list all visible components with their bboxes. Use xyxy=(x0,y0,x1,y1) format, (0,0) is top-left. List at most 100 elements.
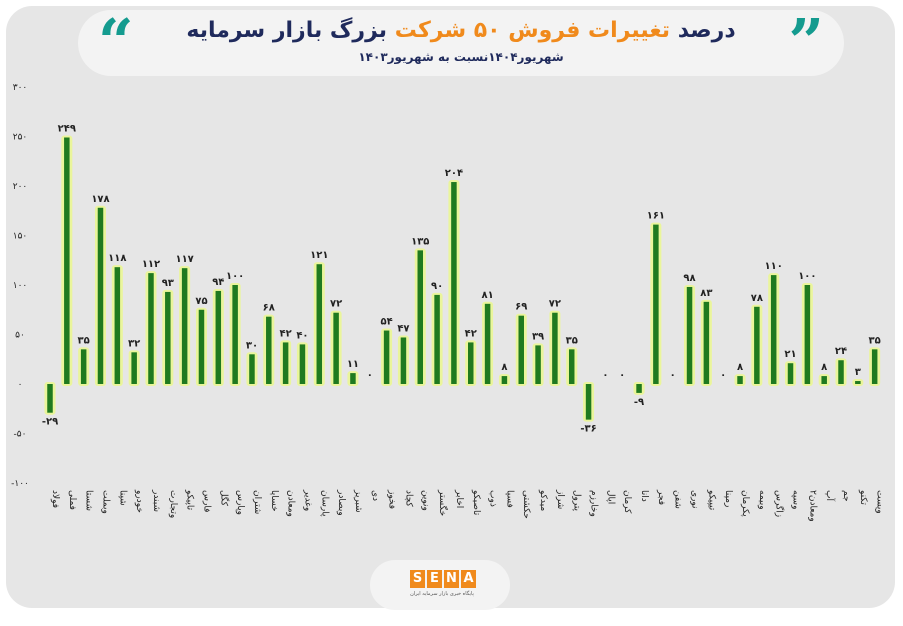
data-label: ۱۱۸ xyxy=(108,253,126,264)
x-tick-label: شتران xyxy=(252,490,262,514)
x-tick-label: شبریز xyxy=(353,489,363,513)
data-label: ۴۰ xyxy=(296,330,308,341)
title-banner: “ ” درصد تغییرات فروش ۵۰ شرکت بزرگ بازار… xyxy=(78,10,844,76)
data-label: ۸ xyxy=(501,362,507,373)
x-tick-label: شراز xyxy=(555,489,565,509)
data-label: ۲۴ xyxy=(835,346,847,357)
data-label: ۳۵ xyxy=(566,335,578,346)
bar xyxy=(838,360,844,384)
x-tick-label: ومعادن xyxy=(286,490,296,517)
x-tick-label: زاگرس xyxy=(774,490,786,517)
data-label: ۳۲ xyxy=(128,338,140,349)
data-label: ۱۱۷ xyxy=(175,254,193,265)
data-label: ۳ xyxy=(855,367,861,378)
data-label: ۱۱ xyxy=(347,359,359,370)
data-label: ۱۱۰ xyxy=(765,261,783,272)
y-tick-label: ۳۰۰ xyxy=(13,83,28,93)
data-label: ۲۱ xyxy=(784,349,796,360)
bar xyxy=(198,309,205,384)
bar xyxy=(585,384,592,420)
x-tick-label: دی xyxy=(370,490,380,501)
bar xyxy=(148,273,154,384)
data-label: -۹ xyxy=(634,397,644,408)
data-label: ۷۸ xyxy=(751,293,763,304)
x-tick-label: آپ xyxy=(824,490,836,501)
bar xyxy=(400,337,407,384)
x-tick-label: کرمان xyxy=(622,490,632,514)
x-tick-label: تاصیکو xyxy=(471,489,481,516)
x-tick-label: اخابر xyxy=(454,489,464,508)
x-tick-label: وپارس xyxy=(235,490,245,515)
bar xyxy=(535,345,541,384)
bar xyxy=(518,315,524,384)
bar xyxy=(80,349,87,384)
bar xyxy=(333,312,339,384)
data-label: ۰ xyxy=(670,370,676,381)
x-tick-label: ونوین xyxy=(420,490,430,511)
data-label: ۱۰۰ xyxy=(226,271,244,282)
bar xyxy=(316,264,323,384)
bar xyxy=(350,373,356,384)
x-tick-label: وبیمه xyxy=(757,490,767,510)
data-label: ۴۲ xyxy=(465,328,477,339)
data-label: ۸۱ xyxy=(481,290,493,301)
bar xyxy=(451,182,457,384)
bar xyxy=(232,285,238,384)
data-label: ۹۸ xyxy=(683,273,695,284)
data-label: ۱۷۸ xyxy=(91,194,109,205)
x-tick-label: اپال xyxy=(605,490,615,504)
x-tick-label: وتجارت xyxy=(168,490,178,518)
x-tick-label: رمپنا xyxy=(723,490,733,507)
bar xyxy=(114,267,121,384)
bar xyxy=(501,376,508,384)
bar xyxy=(181,268,188,384)
logo-letter: E xyxy=(427,570,442,588)
y-tick-label: ۲۰۰ xyxy=(13,182,28,192)
x-tick-label: فارس xyxy=(201,490,211,512)
x-tick-label: شستا xyxy=(84,490,94,511)
chart-title: درصد تغییرات فروش ۵۰ شرکت بزرگ بازار سرم… xyxy=(78,18,844,43)
data-label: ۷۲ xyxy=(330,299,342,310)
x-tick-label: ذوب xyxy=(488,490,498,507)
x-tick-label: خودرو xyxy=(134,489,144,513)
x-tick-label: جم xyxy=(841,490,851,502)
bar xyxy=(131,352,137,384)
title-part-highlight: تغییرات فروش ۵۰ شرکت xyxy=(394,18,671,43)
bar xyxy=(249,354,255,384)
bar xyxy=(97,207,104,384)
bar xyxy=(282,342,289,384)
y-tick-label: -۱۰۰ xyxy=(11,479,29,489)
bar xyxy=(804,285,811,384)
title-part-rest: بزرگ بازار سرمایه xyxy=(186,18,388,43)
x-tick-label: تکنو xyxy=(858,489,868,505)
data-label: ۹۳ xyxy=(162,278,174,289)
bar xyxy=(383,330,390,384)
data-label: ۱۶۱ xyxy=(647,211,665,222)
x-tick-label: دانا xyxy=(639,490,649,502)
x-tick-label: خگستر xyxy=(437,489,449,516)
bar xyxy=(754,306,760,384)
data-label: -۳۶ xyxy=(580,424,596,435)
x-tick-label: تاپیکو xyxy=(185,489,195,511)
x-tick-label: تیپیکو xyxy=(706,489,716,511)
x-tick-label: کچاد xyxy=(403,490,413,508)
y-tick-label: ۰ xyxy=(18,380,23,390)
bar xyxy=(215,290,222,384)
data-label: -۲۹ xyxy=(42,417,58,428)
data-label: ۷۵ xyxy=(195,296,207,307)
data-label: ۳۰ xyxy=(246,340,258,351)
data-label: ۹۴ xyxy=(212,277,224,288)
bar xyxy=(653,224,659,384)
x-tick-label: فولاد xyxy=(50,490,60,508)
data-label: ۱۰۰ xyxy=(798,271,816,282)
y-tick-label: ۱۵۰ xyxy=(13,232,28,242)
data-label: ۸ xyxy=(737,362,743,373)
x-tick-label: پارسان xyxy=(319,490,329,517)
bar xyxy=(737,376,743,384)
data-label: ۴۷ xyxy=(397,323,409,334)
data-label: ۴۲ xyxy=(280,328,292,339)
data-label: ۳۹ xyxy=(532,331,544,342)
logo-mark: S E N A xyxy=(410,570,476,588)
x-tick-label: وغدیر xyxy=(302,489,312,511)
